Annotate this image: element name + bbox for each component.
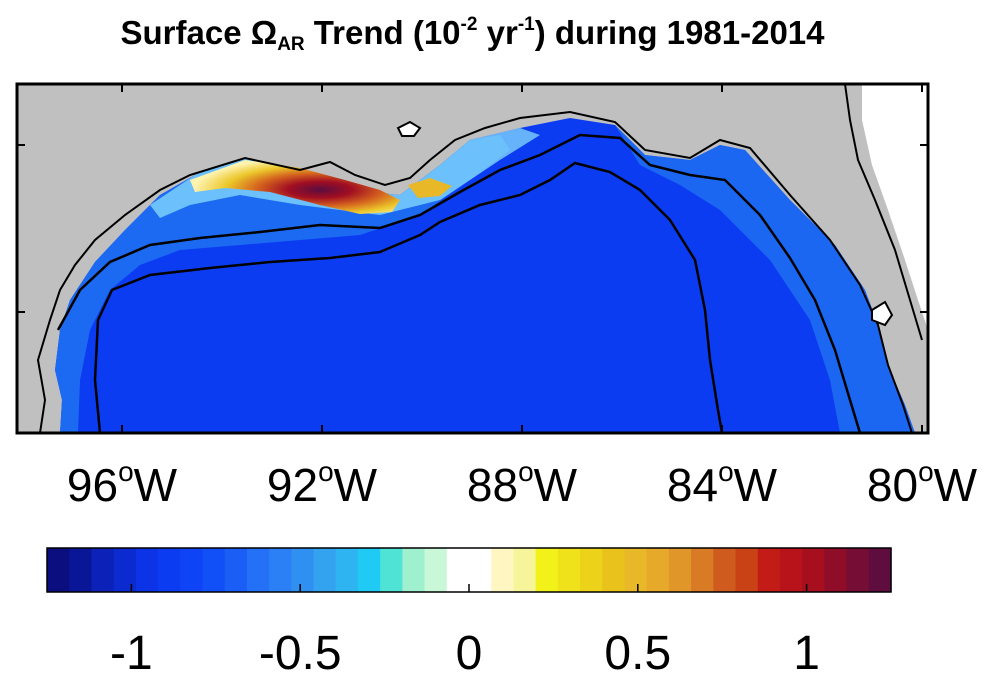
colorbar-cell	[580, 548, 603, 592]
positive-trend-mississippi	[408, 178, 452, 198]
colorbar-cell	[113, 548, 137, 592]
colorbar-cell	[469, 548, 492, 592]
colorbar-cell	[380, 548, 403, 592]
colorbar-cell	[47, 548, 70, 592]
hemisphere-letter: W	[133, 459, 178, 511]
hemisphere-letter: W	[733, 459, 778, 511]
colorbar-cell	[158, 548, 181, 592]
florida-atlantic-white	[862, 84, 928, 330]
colorbar-cell	[180, 548, 204, 592]
title-unit: yr	[477, 14, 518, 51]
colorbar-tick-label: -0.5	[258, 627, 342, 680]
florida-coast	[844, 84, 923, 341]
colorbar-cell	[357, 548, 381, 592]
title-middle: Trend (10	[304, 14, 461, 51]
colorbar-cell	[602, 548, 626, 592]
degree-symbol: o	[118, 456, 134, 487]
map-title: Surface ΩAR Trend (10-2 yr-1) during 198…	[0, 14, 945, 55]
title-suffix: ) during 1981-2014	[534, 14, 825, 51]
lake-okeechobee	[871, 300, 894, 327]
colorbar-cell	[246, 548, 270, 592]
longitude-label: 96oW	[66, 456, 178, 511]
colorbar-cell	[269, 548, 292, 592]
colorbar-cell	[202, 548, 226, 592]
degree-symbol: o	[918, 456, 934, 487]
colorbar	[47, 548, 892, 592]
lake-pontchartrain	[396, 120, 422, 137]
title-subscript: AR	[277, 34, 305, 55]
longitude-value: 80	[866, 459, 919, 511]
colorbar-cell	[335, 548, 359, 592]
colorbar-tick-label: 0	[455, 627, 483, 680]
title-exponent-2: -1	[517, 14, 535, 35]
colorbar-cell	[313, 548, 337, 592]
degree-symbol: o	[318, 456, 334, 487]
colorbar-cell	[135, 548, 159, 592]
colorbar-cell	[779, 548, 803, 592]
coastline	[36, 110, 913, 433]
colorbar-cell	[446, 548, 470, 592]
longitude-value: 88	[466, 459, 519, 511]
colorbar-cell	[402, 548, 426, 592]
colorbar-cell	[846, 548, 870, 592]
longitude-value: 96	[66, 459, 119, 511]
colorbar-cell	[757, 548, 781, 592]
colorbar-cell	[824, 548, 848, 592]
colorbar-cell	[69, 548, 93, 592]
colorbar-tick-label: 1	[793, 627, 820, 680]
colorbar-cell	[491, 548, 515, 592]
longitude-label: 92oW	[266, 456, 378, 511]
colorbar-cell	[557, 548, 581, 592]
colorbar-cell	[424, 548, 448, 592]
longitude-label: 80oW	[866, 456, 978, 511]
colorbar-cell	[802, 548, 825, 592]
colorbar-tick-label: -1	[110, 627, 153, 680]
hemisphere-letter: W	[933, 459, 978, 511]
colorbar-cell	[224, 548, 248, 592]
title-omega: Surface Ω	[120, 14, 278, 51]
colorbar-cell	[646, 548, 670, 592]
title-exponent-1: -2	[460, 14, 478, 35]
colorbar-cell	[735, 548, 759, 592]
longitude-ticks	[17, 84, 928, 433]
map-area	[17, 84, 928, 433]
colorbar-cell	[624, 548, 648, 592]
colorbar-cell	[91, 548, 115, 592]
colorbar-cell	[691, 548, 714, 592]
longitude-label: 88oW	[466, 456, 578, 511]
hemisphere-letter: W	[333, 459, 378, 511]
positive-trend-hotspot	[190, 160, 400, 214]
colorbar-cell	[291, 548, 315, 592]
colorbar-cell	[513, 548, 537, 592]
colorbar-cell	[713, 548, 737, 592]
degree-symbol: o	[518, 456, 534, 487]
hemisphere-letter: W	[533, 459, 578, 511]
longitude-label: 84oW	[666, 456, 778, 511]
map-frame	[15, 82, 930, 435]
colorbar-cell	[668, 548, 692, 592]
continental-shelf-east	[615, 125, 915, 433]
colorbar-cell	[868, 548, 892, 592]
bathymetry-contour-shallow	[56, 133, 862, 433]
longitude-value: 92	[266, 459, 319, 511]
colorbar-cell	[535, 548, 559, 592]
colorbar-tick-label: 0.5	[604, 627, 672, 680]
longitude-value: 84	[666, 459, 719, 511]
colorbar-ticks	[130, 584, 808, 592]
bathymetry-contour-deep	[93, 161, 724, 433]
degree-symbol: o	[718, 456, 734, 487]
near-zero-coastal-band	[150, 128, 540, 218]
